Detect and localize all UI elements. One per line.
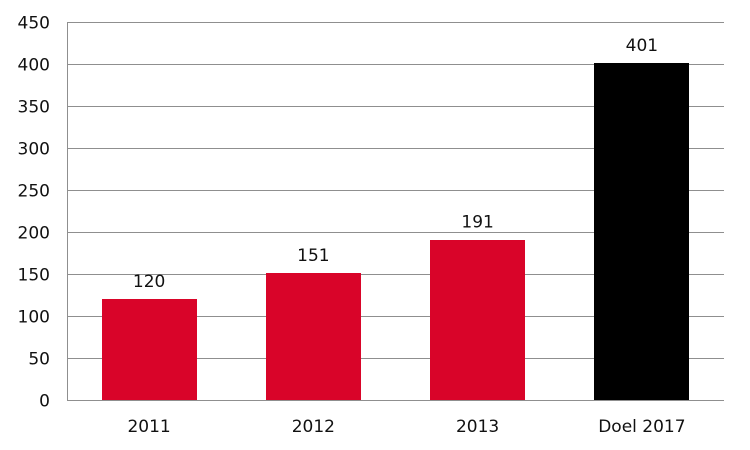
data-label: 151 (297, 246, 329, 266)
x-tick-label: Doel 2017 (598, 417, 685, 437)
labels: 0 50 100 150 200 250 300 350 400 450 120 2011 151 201… (18, 14, 686, 438)
axes (67, 22, 724, 401)
data-label: 120 (133, 272, 165, 292)
data-label: 191 (461, 213, 493, 233)
y-tick-label: 100 (18, 308, 50, 328)
x-tick-label: 2013 (456, 417, 499, 437)
y-tick-label: 450 (18, 14, 50, 34)
y-tick-label: 50 (28, 350, 50, 370)
bars (102, 63, 689, 400)
x-tick-label: 2011 (127, 417, 170, 437)
data-label: 401 (626, 36, 658, 56)
y-tick-label: 250 (18, 182, 50, 202)
y-tick-label: 150 (18, 266, 50, 286)
bar-2012 (266, 273, 361, 400)
y-tick-label: 350 (18, 98, 50, 118)
x-tick-label: 2012 (292, 417, 335, 437)
y-tick-label: 0 (39, 392, 50, 412)
bar-2013 (430, 240, 525, 400)
bar-doel-2017 (594, 63, 689, 400)
y-tick-label: 200 (18, 224, 50, 244)
y-tick-label: 300 (18, 140, 50, 160)
bar-2011 (102, 299, 197, 400)
y-tick-label: 400 (18, 56, 50, 76)
